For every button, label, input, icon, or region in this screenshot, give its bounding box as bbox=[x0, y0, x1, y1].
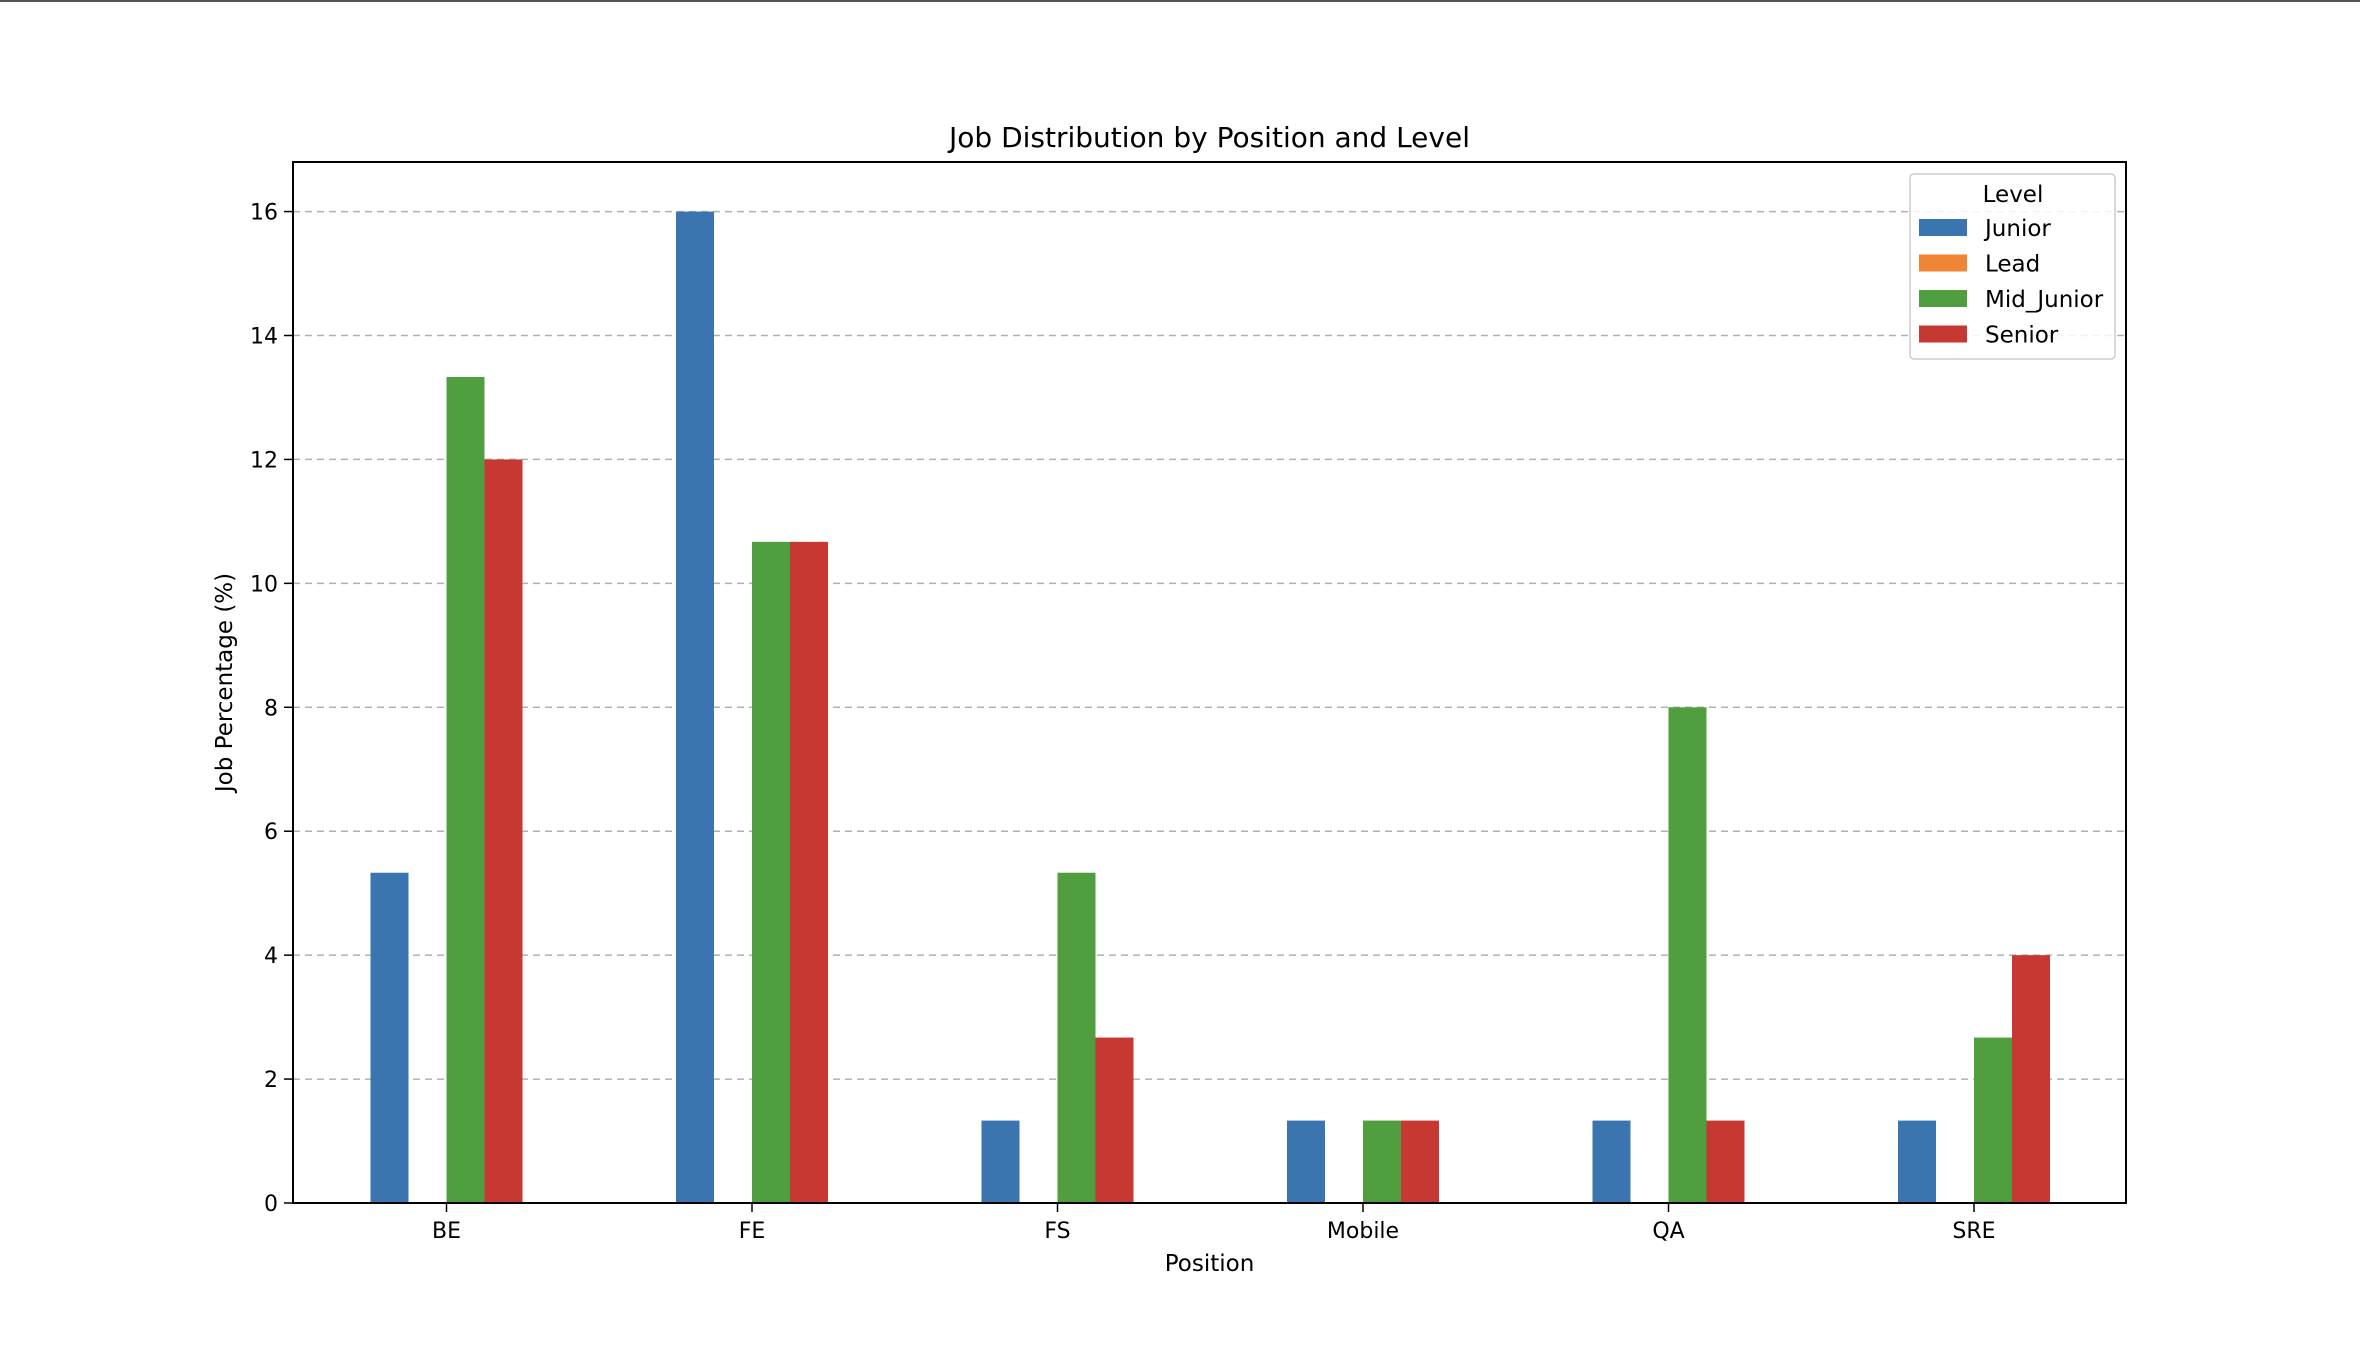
y-axis-label: Job Percentage (%) bbox=[212, 573, 238, 794]
bar-junior-qa bbox=[1592, 1120, 1631, 1203]
bar-junior-fe bbox=[676, 211, 714, 1204]
top-border-line bbox=[0, 0, 2360, 2]
y-tick-label: 2 bbox=[264, 1068, 278, 1093]
legend-title: Level bbox=[1983, 182, 2044, 208]
gridlines bbox=[293, 210, 2126, 1204]
y-tick-label: 8 bbox=[264, 696, 278, 721]
bar-senior-be bbox=[484, 459, 523, 1203]
x-tick-label: FS bbox=[1044, 1219, 1070, 1244]
legend-label: Senior bbox=[1985, 323, 2059, 349]
bar-senior-sre bbox=[2012, 955, 2050, 1203]
bar-mid_junior-fe bbox=[752, 541, 790, 1203]
bar-senior-mobile bbox=[1401, 1120, 1439, 1203]
bar-mid_junior-mobile bbox=[1363, 1120, 1401, 1203]
x-tick-label: FE bbox=[739, 1219, 766, 1244]
bar-senior-fe bbox=[790, 541, 828, 1203]
legend-swatch bbox=[1919, 290, 1967, 307]
y-tick-label: 6 bbox=[264, 820, 278, 845]
y-tick-label: 4 bbox=[264, 944, 278, 969]
legend: Level Junior Lead Mid_Junior Senior bbox=[1909, 173, 2116, 360]
x-axis-label: Position bbox=[1165, 1251, 1255, 1277]
bar-mid_junior-fs bbox=[1057, 872, 1096, 1203]
x-tick-label: SRE bbox=[1952, 1219, 1995, 1244]
legend-label: Lead bbox=[1985, 252, 2040, 278]
legend-label: Junior bbox=[1983, 216, 2051, 242]
legend-label: Mid_Junior bbox=[1985, 287, 2104, 313]
chart-title: Job Distribution by Position and Level bbox=[947, 121, 1470, 154]
bar-junior-fs bbox=[981, 1120, 1020, 1203]
bar-senior-fs bbox=[1095, 1037, 1134, 1203]
legend-swatch bbox=[1919, 219, 1967, 236]
y-tick-label: 14 bbox=[250, 325, 278, 350]
y-tick-label: 10 bbox=[250, 572, 278, 597]
x-tick-label: Mobile bbox=[1327, 1219, 1399, 1244]
bar-mid_junior-be bbox=[446, 377, 485, 1203]
bar-senior-qa bbox=[1706, 1120, 1745, 1203]
plot-area-frame bbox=[292, 161, 2127, 1204]
legend-swatch bbox=[1919, 325, 1967, 343]
y-tick-label: 0 bbox=[264, 1192, 278, 1217]
bar-junior-mobile bbox=[1287, 1120, 1325, 1203]
y-tick-label: 12 bbox=[250, 448, 278, 473]
bar-junior-sre bbox=[1898, 1120, 1936, 1203]
bars bbox=[370, 211, 2050, 1204]
x-tick-label: QA bbox=[1652, 1219, 1684, 1244]
x-tick-label: BE bbox=[432, 1219, 461, 1244]
bar-mid_junior-sre bbox=[1974, 1037, 2012, 1203]
legend-swatch bbox=[1919, 254, 1967, 272]
legend-items: Junior Lead Mid_Junior Senior bbox=[1919, 216, 2104, 349]
bar-mid_junior-qa bbox=[1668, 707, 1707, 1203]
y-tick-label: 16 bbox=[250, 201, 278, 226]
axis-ticks: 0 2 4 6 8 10 12 14 16 BE FE FS Mobile QA SRE bbox=[250, 201, 1996, 1244]
bar-junior-be bbox=[370, 872, 409, 1203]
